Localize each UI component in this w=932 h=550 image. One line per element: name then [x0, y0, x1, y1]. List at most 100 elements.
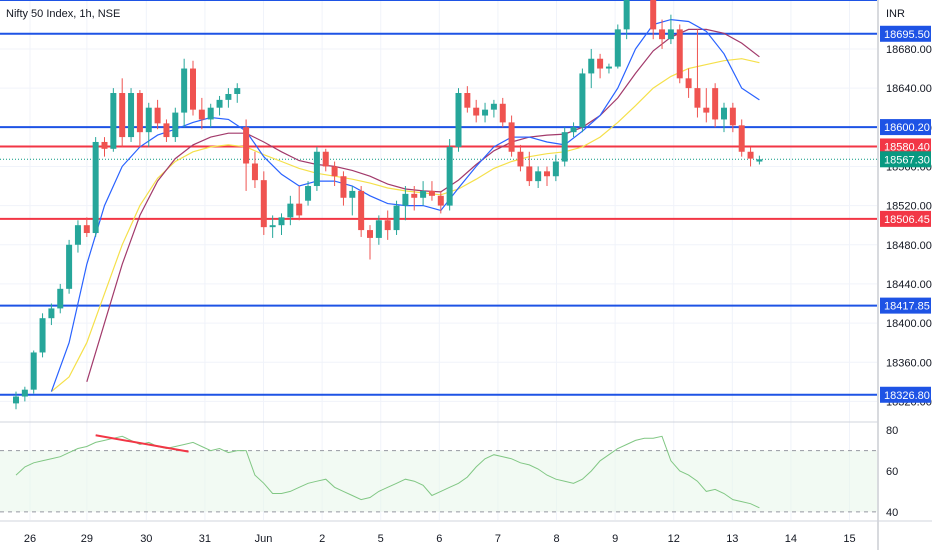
candle-body — [428, 190, 435, 196]
candle-body — [349, 190, 356, 198]
candle-body — [650, 0, 657, 30]
rsi-line — [15, 435, 760, 509]
time-tick-label: Jun — [255, 533, 273, 545]
candle-body — [269, 225, 276, 228]
candle-body — [367, 230, 373, 238]
candle-body — [48, 308, 55, 319]
candle-body — [305, 186, 312, 201]
candle-body — [499, 103, 506, 123]
candle-body — [375, 220, 382, 238]
candle-body — [340, 176, 347, 198]
time-tick-label: 7 — [495, 533, 501, 545]
candle-body — [163, 123, 170, 138]
divergence-line — [95, 434, 189, 453]
candle-body — [685, 78, 692, 89]
time-tick-label: 26 — [24, 533, 36, 545]
candle-body — [251, 163, 258, 181]
candle-body — [579, 73, 586, 128]
candle-body — [411, 193, 418, 198]
time-tick-label: 5 — [378, 533, 384, 545]
candle-body — [446, 146, 453, 206]
time-tick-label: 13 — [726, 533, 738, 545]
rsi-band — [0, 450, 877, 512]
time-tick-label: 14 — [785, 533, 797, 545]
candle-body — [712, 88, 719, 120]
candle-body — [39, 318, 46, 353]
chart-title: Nifty 50 Index, 1h, NSE — [6, 8, 120, 20]
candle-body — [198, 109, 205, 120]
candle-body — [393, 205, 400, 231]
candle-body — [207, 107, 214, 120]
candle-body — [92, 141, 99, 234]
candle-body — [402, 193, 409, 206]
rsi-tick-label: 80 — [886, 425, 898, 437]
candle-body — [561, 132, 568, 162]
candle-body — [738, 125, 745, 152]
candle-body — [66, 244, 73, 289]
candle-body — [667, 29, 674, 40]
candle-body — [490, 103, 497, 110]
last-price-badge-bg — [880, 151, 931, 168]
candle-body — [358, 190, 365, 231]
candle-body — [588, 58, 595, 74]
level-badge: 18506.45 — [884, 214, 930, 226]
price-tick-label: 18640.00 — [886, 83, 932, 95]
candle-body — [694, 88, 701, 108]
candle-body — [614, 29, 621, 67]
price-tick-label: 18400.00 — [886, 318, 932, 330]
candle-body — [676, 29, 683, 79]
candle-body — [216, 99, 223, 108]
candle-body — [234, 88, 241, 94]
candle-body — [313, 151, 320, 187]
candle-body — [128, 93, 135, 138]
candle-body — [420, 190, 427, 198]
level-badges: 18695.50 18600.20 18580.40 18506.45 18417.85… — [880, 25, 931, 403]
candle-body — [747, 151, 754, 159]
level-badge-bg — [880, 386, 931, 403]
candle-body — [703, 107, 710, 113]
level-badge: 18695.50 — [884, 29, 930, 41]
candle-body — [384, 220, 391, 231]
candle-body — [181, 68, 188, 113]
candle-body — [526, 166, 533, 182]
level-badge-bg — [880, 210, 931, 227]
candle-body — [544, 171, 550, 177]
candle-body — [597, 58, 604, 69]
candle-body — [287, 203, 294, 218]
time-tick-label: 15 — [843, 533, 855, 545]
time-tick-label: 9 — [612, 533, 618, 545]
time-tick-label: 2 — [319, 533, 325, 545]
price-tick-label: 18680.00 — [886, 44, 932, 56]
level-badge-bg — [880, 138, 931, 155]
candle-body — [331, 166, 338, 177]
candle-body — [455, 93, 462, 147]
candle-body — [570, 127, 577, 133]
level-badge-bg — [880, 25, 931, 42]
candle-body — [322, 151, 329, 167]
candle-body — [190, 68, 196, 110]
candle-body — [74, 225, 81, 245]
candle-body — [145, 107, 152, 133]
candle-body — [278, 217, 285, 226]
candle-body — [243, 127, 250, 164]
time-tick-label: 29 — [81, 533, 93, 545]
time-tick-label: 6 — [436, 533, 442, 545]
level-badge: 18326.80 — [884, 390, 930, 402]
candle-body — [473, 107, 480, 116]
candle-body — [260, 180, 267, 228]
time-tick-label: 30 — [140, 533, 152, 545]
level-badge: 18417.85 — [884, 301, 930, 313]
rsi-tick-label: 60 — [886, 466, 898, 478]
candle-body — [13, 396, 19, 404]
candle-body — [154, 107, 161, 124]
candle-body — [30, 352, 37, 390]
price-tick-label: 18520.00 — [886, 201, 932, 213]
candle-body — [517, 151, 524, 167]
last-price-badge: 18567.30 — [884, 154, 930, 166]
rsi-pane — [0, 434, 877, 513]
price-tick-label: 18440.00 — [886, 279, 932, 291]
candle-body — [437, 195, 444, 206]
candle-body — [552, 161, 559, 177]
candle-body — [605, 66, 612, 69]
candle-body — [172, 112, 179, 138]
